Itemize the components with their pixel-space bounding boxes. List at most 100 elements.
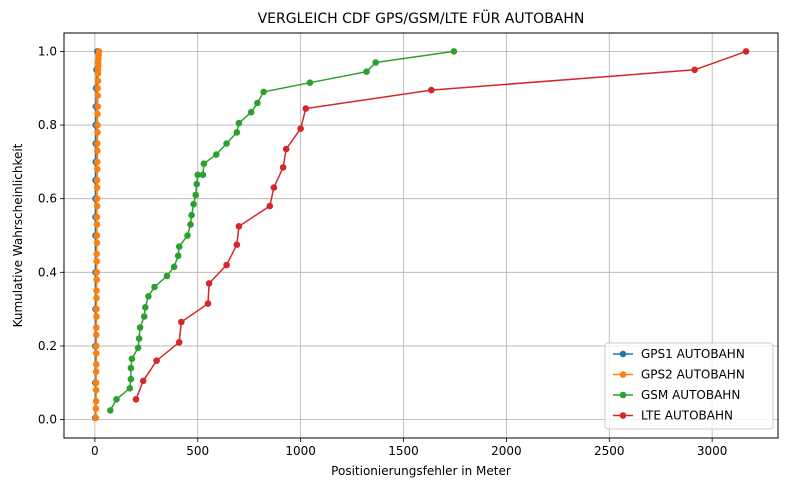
x-axis-label: Positionierungsfehler in Meter [331, 464, 511, 478]
data-point [93, 239, 101, 247]
data-point [93, 350, 100, 357]
legend-label: GSM AUTOBAHN [641, 388, 740, 402]
data-point [139, 377, 147, 385]
data-point [132, 396, 140, 403]
y-tick-label: 0.0 [38, 413, 57, 427]
y-axis-ticks: 0.0 0.2 0.4 0.6 0.8 1.0 [38, 44, 64, 427]
data-point [94, 165, 101, 173]
y-axis-label: Kumulative Wahrscheinlichkeit [11, 143, 25, 327]
data-point [93, 195, 101, 202]
data-point [93, 258, 100, 265]
data-point [145, 293, 152, 300]
data-point [92, 386, 100, 394]
data-point [175, 243, 183, 250]
data-point [178, 318, 185, 326]
data-point [127, 364, 135, 372]
data-point [94, 103, 101, 110]
data-point [95, 48, 103, 55]
data-point [92, 405, 100, 412]
data-point [187, 221, 194, 228]
data-point [188, 211, 195, 219]
legend-marker [619, 350, 627, 358]
data-point [127, 375, 135, 383]
data-point [247, 108, 255, 116]
data-point [93, 184, 101, 191]
data-point [135, 335, 143, 342]
data-point [270, 184, 278, 191]
data-point [113, 396, 120, 403]
data-point [742, 48, 750, 55]
data-point [93, 202, 101, 210]
legend-item: GPS2 AUTOBAHN [613, 368, 745, 382]
series-gps2-autobahn [92, 48, 103, 422]
data-point [93, 342, 100, 350]
series-gsm-autobahn [107, 48, 458, 414]
chart-title: VERGLEICH CDF GPS/GSM/LTE FÜR AUTOBAHN [258, 9, 585, 27]
data-point [193, 180, 200, 188]
data-point [94, 147, 101, 155]
data-point [223, 261, 230, 269]
data-point [235, 119, 243, 127]
data-point [92, 414, 100, 422]
data-point [223, 140, 230, 147]
data-point [233, 241, 241, 248]
data-point [94, 121, 101, 129]
legend-label: LTE AUTOBAHN [641, 409, 733, 423]
data-point [153, 357, 160, 365]
data-point [151, 283, 158, 291]
data-point [254, 99, 261, 107]
x-tick-label: 1500 [388, 444, 419, 458]
data-point [199, 171, 207, 179]
data-point [175, 339, 183, 346]
data-point [302, 105, 310, 112]
x-tick-label: 1000 [285, 444, 316, 458]
x-tick-label: 500 [186, 444, 209, 458]
data-point [93, 287, 100, 295]
data-point [204, 300, 212, 307]
data-point [266, 202, 274, 210]
data-point [372, 59, 380, 66]
data-point [128, 355, 136, 363]
x-tick-label: 2500 [594, 444, 625, 458]
data-point [213, 151, 220, 158]
data-point [94, 129, 101, 136]
data-point [93, 276, 100, 284]
data-point [190, 200, 197, 208]
data-point [94, 158, 101, 166]
data-point [126, 385, 134, 392]
data-point [136, 324, 144, 331]
legend-label: GPS1 AUTOBAHN [641, 347, 745, 361]
data-point [306, 79, 314, 86]
data-point [94, 84, 101, 92]
data-point [92, 397, 100, 405]
legend-box [604, 342, 774, 430]
data-point [260, 88, 267, 96]
data-point [140, 313, 148, 320]
y-tick-label: 0.4 [38, 265, 57, 279]
data-point [235, 223, 243, 230]
data-point [205, 280, 213, 287]
data-point [428, 86, 435, 94]
legend: GPS1 AUTOBAHN GPS2 AUTOBAHN GSM AUTOBAHN LT… [604, 342, 774, 430]
data-point [107, 407, 114, 414]
data-point [93, 177, 101, 184]
data-point [93, 305, 100, 313]
data-point [142, 304, 149, 311]
data-point [92, 379, 100, 387]
legend-item: GSM AUTOBAHN [613, 388, 740, 402]
data-point [163, 272, 171, 280]
data-point [174, 252, 182, 260]
data-point [200, 160, 208, 167]
x-tick-label: 0 [91, 444, 99, 458]
data-point [450, 48, 458, 55]
data-point [194, 171, 201, 179]
legend-label: GPS2 AUTOBAHN [641, 368, 745, 382]
y-tick-label: 0.2 [38, 339, 57, 353]
data-point [93, 232, 101, 239]
x-axis-ticks: 0 500 1000 1500 2000 2500 3000 [91, 438, 727, 458]
legend-item: GPS1 AUTOBAHN [613, 347, 745, 361]
legend-item: LTE AUTOBAHN [613, 409, 733, 423]
legend-marker [619, 391, 627, 399]
data-point [93, 313, 100, 320]
